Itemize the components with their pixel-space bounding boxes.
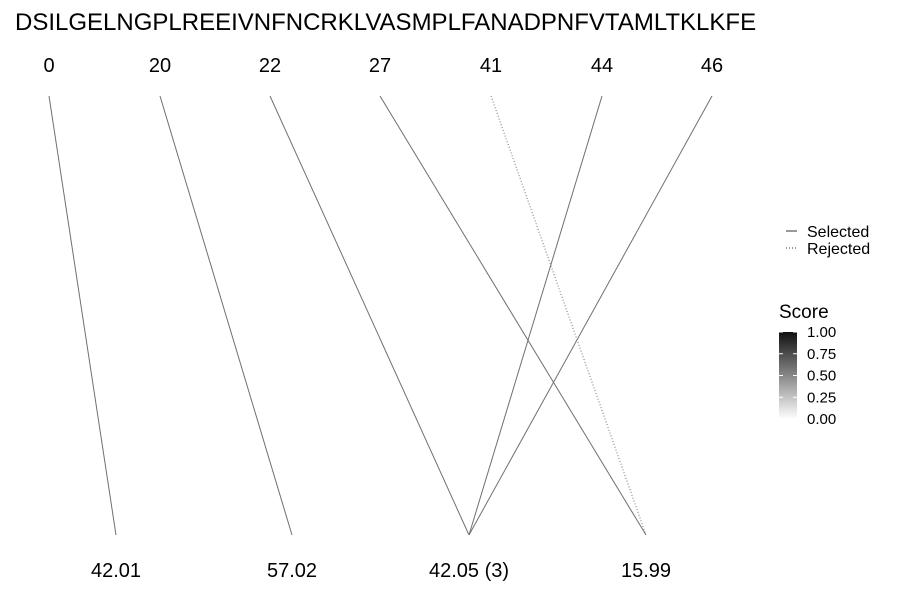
connection-line-selected [159, 95, 293, 536]
top-label: 0 [43, 55, 54, 77]
legend-rejected-label: Rejected [807, 241, 870, 258]
top-label: 20 [149, 55, 171, 77]
connection-line-selected [468, 95, 713, 536]
bottom-label: 15.99 [621, 560, 671, 582]
connection-line-selected [468, 95, 603, 536]
linetype-legend: Selected Rejected [786, 224, 870, 258]
bottom-label: 42.01 [91, 560, 141, 582]
connection-line-selected [48, 95, 117, 536]
bottom-label: 42.05 (3) [429, 560, 509, 582]
top-label: 46 [701, 55, 723, 77]
score-legend-title: Score [779, 302, 829, 323]
connection-line-selected [379, 95, 647, 536]
top-label: 22 [259, 55, 281, 77]
top-label: 44 [591, 55, 613, 77]
top-labels: 0 20 22 27 41 44 46 [43, 55, 723, 77]
chart-title: DSILGELNGPLREEIVNFNCRKLVASMPLFANADPNFVTA… [15, 9, 756, 36]
connection-line-rejected [490, 95, 647, 536]
score-legend: Score 1.00 0.75 0.50 0.25 0.00 [779, 302, 836, 428]
score-tick-label: 0.50 [807, 368, 836, 385]
score-tick-label: 0.00 [807, 411, 836, 428]
connection-line-selected [269, 95, 470, 536]
score-tick-label: 0.25 [807, 389, 836, 406]
score-tick-label: 0.75 [807, 346, 836, 363]
score-ticks: 1.00 0.75 0.50 0.25 0.00 [779, 324, 836, 428]
score-tick-label: 1.00 [807, 324, 836, 341]
top-label: 41 [480, 55, 502, 77]
connection-lines [48, 95, 713, 536]
bottom-label: 57.02 [267, 560, 317, 582]
legend-selected-label: Selected [807, 224, 869, 241]
bottom-labels: 42.01 57.02 42.05 (3) 15.99 [91, 560, 671, 582]
score-colorbar [779, 332, 797, 419]
top-label: 27 [369, 55, 391, 77]
